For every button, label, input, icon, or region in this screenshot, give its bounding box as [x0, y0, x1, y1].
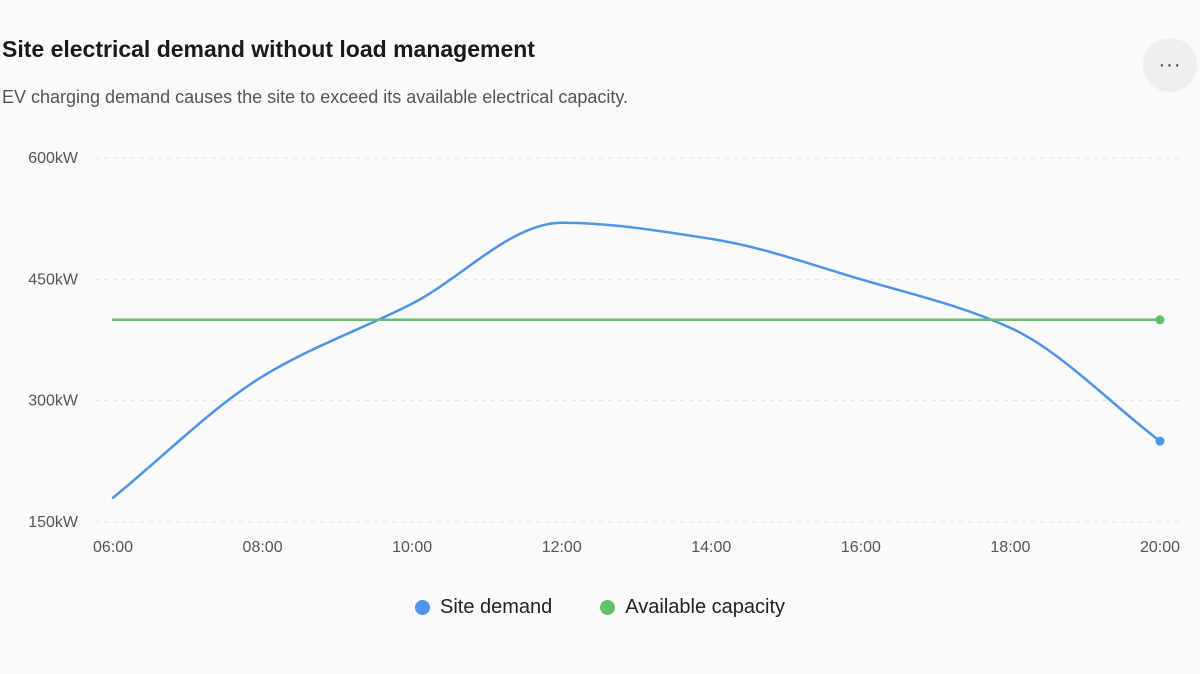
- x-tick-label: 16:00: [841, 539, 881, 556]
- series-line-site-demand: [111, 221, 1162, 499]
- x-tick-label: 10:00: [392, 539, 432, 556]
- y-tick-label: 150kW: [28, 514, 79, 531]
- legend-marker-site-demand: [414, 600, 430, 615]
- chart-title: Site electrical demand without load mana…: [2, 36, 535, 62]
- x-tick-label: 12:00: [542, 539, 582, 556]
- series-end-point-site-demand[interactable]: [1155, 436, 1165, 446]
- x-tick-label: 08:00: [243, 539, 283, 556]
- chart-series: [111, 221, 1165, 499]
- x-tick-label: 14:00: [691, 539, 731, 556]
- y-axis: 150kW 300kW 450kW 600kW: [28, 150, 79, 531]
- chart-grid: [95, 157, 1180, 523]
- x-tick-label: 18:00: [990, 539, 1030, 556]
- more-options-icon: ···: [1158, 53, 1182, 76]
- line-chart: 150kW 300kW 450kW 600kW 06:00 08:00 10:00 12:0…: [28, 150, 1180, 556]
- legend-item-available-capacity[interactable]: Available capacity: [600, 596, 785, 619]
- x-tick-label: 20:00: [1140, 539, 1180, 556]
- y-tick-label: 450kW: [28, 271, 79, 288]
- legend-item-site-demand[interactable]: Site demand: [414, 596, 553, 619]
- legend-label-site-demand: Site demand: [439, 596, 553, 618]
- legend-label-available-capacity: Available capacity: [625, 596, 786, 618]
- x-axis: 06:00 08:00 10:00 12:00 14:00 16:00 18:00 20:00: [93, 539, 1180, 556]
- y-tick-label: 300kW: [28, 393, 79, 410]
- chart-legend: Site demand Available capacity: [0, 596, 1200, 619]
- legend-marker-available-capacity: [600, 600, 616, 615]
- series-end-point-available-capacity[interactable]: [1155, 315, 1165, 325]
- chart-subtitle: EV charging demand causes the site to ex…: [2, 87, 629, 107]
- x-tick-label: 06:00: [93, 539, 133, 556]
- y-tick-label: 600kW: [28, 150, 79, 167]
- more-options-button[interactable]: ···: [1143, 38, 1197, 92]
